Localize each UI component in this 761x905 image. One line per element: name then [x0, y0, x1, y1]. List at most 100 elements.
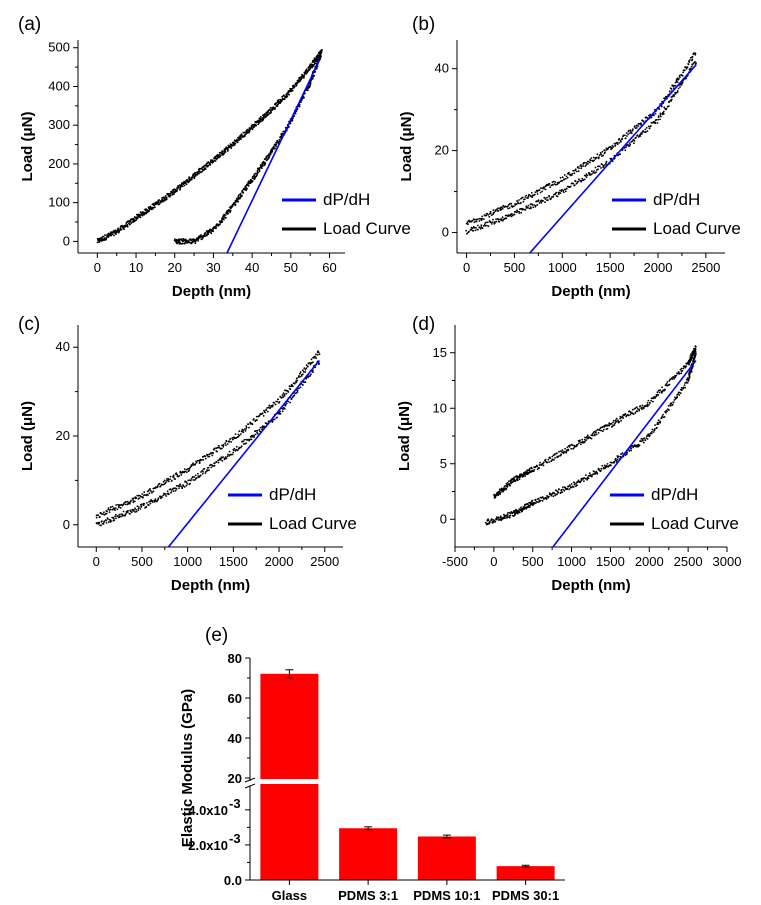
x-tick-label: 2000	[265, 554, 294, 569]
load-curve-point-unloading	[256, 169, 259, 172]
load-curve-point-loading	[601, 430, 604, 433]
load-curve-point-unloading	[546, 495, 549, 498]
load-curve-point-loading	[566, 176, 569, 179]
load-curve-point-unloading	[484, 521, 487, 524]
load-curve-point-loading	[278, 401, 281, 403]
load-curve-point-loading	[576, 443, 579, 446]
load-curve-point-loading	[116, 508, 119, 511]
load-curve-point-loading	[585, 162, 588, 164]
load-curve-point-loading	[691, 55, 694, 58]
load-curve-point-loading	[554, 181, 557, 184]
load-curve-point-loading	[616, 143, 619, 146]
load-curve-point-loading	[208, 162, 211, 164]
load-curve-point-unloading	[110, 520, 113, 522]
load-curve-point-loading	[654, 397, 657, 399]
load-curve-point-unloading	[573, 184, 576, 187]
load-curve-point-unloading	[486, 221, 489, 224]
load-curve-point-loading	[222, 443, 225, 446]
x-tick-label: 500	[131, 554, 153, 569]
load-curve-point-loading	[640, 406, 643, 409]
load-curve-point-loading	[674, 376, 677, 379]
load-curve-point-loading	[614, 422, 616, 425]
load-curve-point-loading	[168, 480, 170, 483]
load-curve-point-unloading	[569, 485, 571, 487]
load-curve-point-unloading	[222, 456, 225, 458]
load-curve-point-unloading	[147, 504, 150, 507]
y-tick-label: 400	[48, 78, 70, 93]
load-curve-point-unloading	[662, 110, 665, 113]
load-curve-point-unloading	[261, 167, 263, 170]
load-curve-point-loading	[184, 470, 187, 473]
load-curve-point-unloading	[200, 471, 202, 473]
load-curve-point-loading	[525, 194, 528, 197]
load-curve-point-loading	[515, 203, 518, 205]
load-curve-point-unloading	[495, 218, 497, 221]
load-curve-point-loading	[546, 461, 549, 464]
load-curve-point-unloading	[518, 212, 521, 215]
load-curve-point-unloading	[296, 389, 299, 392]
load-curve-point-loading	[508, 207, 511, 209]
load-curve-point-unloading	[537, 199, 540, 202]
load-curve-point-loading	[237, 435, 240, 438]
load-curve-point-unloading	[644, 128, 647, 131]
load-curve-point-unloading	[695, 62, 697, 64]
load-curve-point-unloading	[647, 433, 650, 436]
load-curve-point-loading	[636, 124, 638, 127]
load-curve-point-loading	[316, 54, 319, 56]
load-curve-point-loading	[132, 499, 135, 502]
load-curve-point-unloading	[196, 477, 198, 479]
load-curve-point-loading	[652, 400, 654, 403]
load-curve-point-unloading	[680, 84, 683, 86]
load-curve-point-unloading	[205, 470, 207, 473]
load-curve-point-loading	[264, 116, 267, 119]
load-curve-point-unloading	[234, 203, 237, 206]
load-curve-point-unloading	[113, 519, 116, 521]
load-curve-point-loading	[506, 481, 509, 484]
load-curve-point-loading	[118, 230, 121, 233]
load-curve-point-loading	[118, 504, 121, 506]
load-curve-point-unloading	[247, 184, 250, 187]
load-curve-point-loading	[258, 414, 261, 417]
y-axis-label: Load (μN)	[396, 401, 413, 471]
load-curve-point-loading	[586, 434, 589, 437]
load-curve-point-loading	[309, 67, 312, 70]
load-curve-point-unloading	[623, 147, 626, 149]
load-curve-point-unloading	[126, 511, 129, 513]
load-curve-point-loading	[666, 381, 669, 383]
load-curve-point-loading	[282, 392, 285, 394]
load-curve-point-loading	[516, 479, 519, 482]
load-curve-point-loading	[242, 431, 245, 434]
y-tick-label: 4.0x10	[188, 803, 228, 818]
load-curve-point-loading	[203, 166, 205, 168]
load-curve-point-loading	[124, 503, 127, 506]
load-curve-point-unloading	[659, 420, 662, 423]
load-curve-point-loading	[233, 144, 236, 147]
load-curve-point-unloading	[208, 469, 210, 472]
load-curve-point-loading	[149, 488, 152, 490]
load-curve-point-loading	[635, 127, 638, 129]
load-curve-point-unloading	[236, 449, 239, 452]
load-curve-point-unloading	[653, 428, 656, 430]
load-curve-point-unloading	[118, 513, 121, 516]
load-curve-point-unloading	[268, 157, 270, 159]
load-curve-point-loading	[310, 358, 313, 361]
load-curve-point-loading	[228, 440, 231, 443]
load-curve-point-unloading	[122, 514, 124, 517]
load-curve-point-unloading	[181, 486, 184, 489]
load-curve-point-loading	[148, 492, 151, 495]
load-curve-point-unloading	[648, 434, 651, 437]
load-curve-point-unloading	[552, 196, 555, 198]
load-curve-point-unloading	[559, 492, 562, 495]
load-curve-point-unloading	[527, 207, 529, 209]
load-curve-point-unloading	[641, 438, 644, 441]
load-curve-point-unloading	[125, 512, 128, 514]
load-curve-point-unloading	[630, 447, 632, 450]
load-curve-point-unloading	[532, 206, 535, 209]
load-curve-point-unloading	[657, 118, 660, 121]
load-curve-point-unloading	[690, 370, 692, 372]
panel-label: (e)	[205, 625, 228, 646]
load-curve-point-loading	[183, 184, 186, 187]
load-curve-point-unloading	[213, 464, 216, 467]
load-curve-point-unloading	[659, 118, 661, 121]
load-curve-point-loading	[95, 516, 98, 519]
